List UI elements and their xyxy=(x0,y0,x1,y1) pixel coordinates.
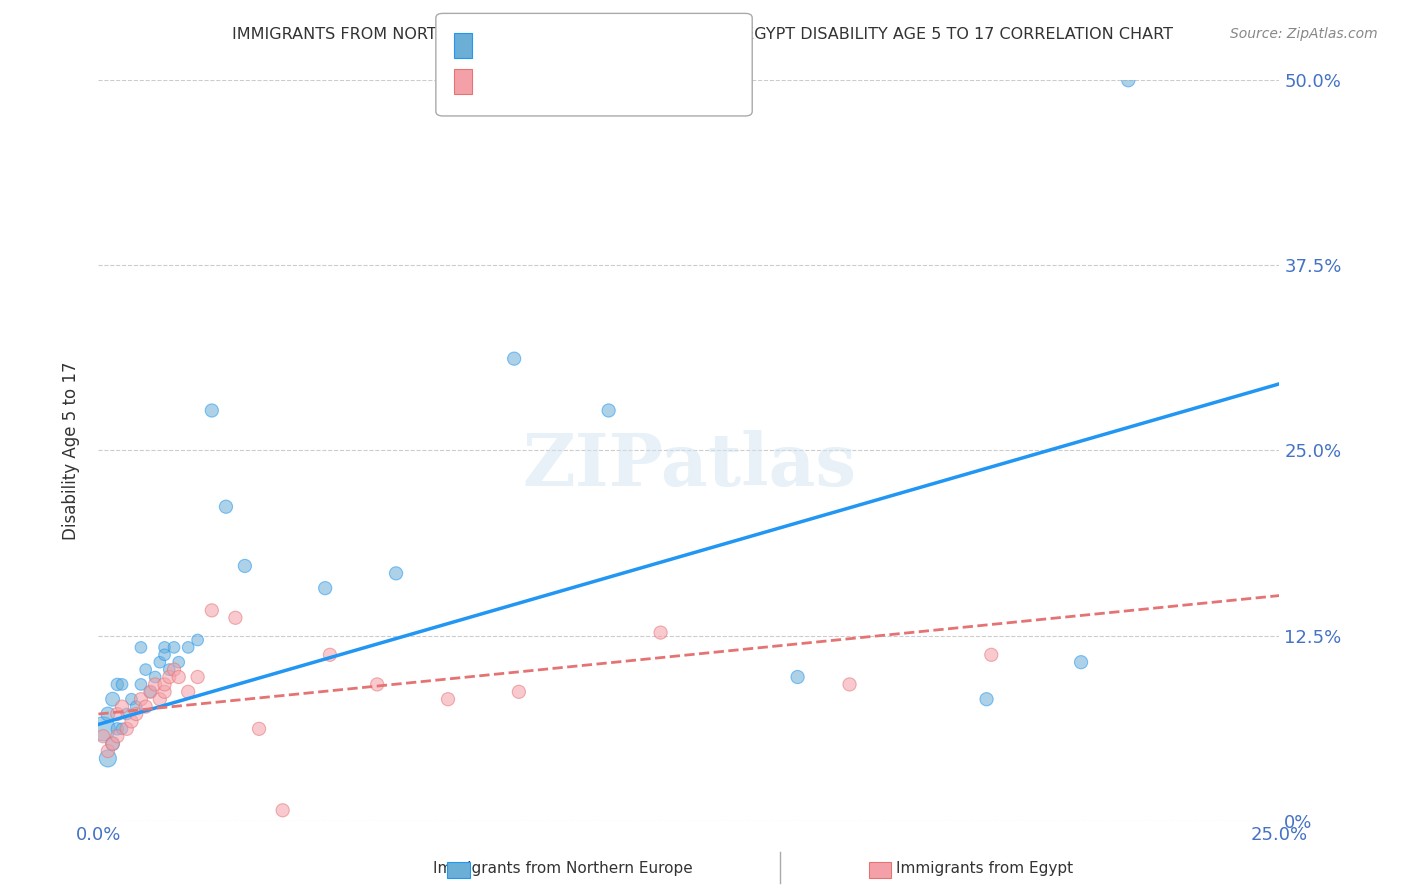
Point xyxy=(143,670,166,684)
Text: Source: ZipAtlas.com: Source: ZipAtlas.com xyxy=(1230,27,1378,41)
Point xyxy=(187,670,209,684)
Point xyxy=(157,670,180,684)
Point xyxy=(385,566,408,581)
Point xyxy=(129,677,152,691)
Point xyxy=(201,403,224,417)
Point xyxy=(153,640,176,655)
Point xyxy=(111,699,134,714)
Point xyxy=(650,625,672,640)
Point xyxy=(115,706,138,721)
Point xyxy=(177,640,200,655)
Point xyxy=(97,706,120,721)
Point xyxy=(271,803,294,817)
Point xyxy=(976,692,998,706)
Point xyxy=(247,722,270,736)
Point xyxy=(437,692,460,706)
Point xyxy=(129,640,152,655)
Point xyxy=(503,351,526,366)
Point xyxy=(149,692,172,706)
Point xyxy=(598,403,620,417)
Point xyxy=(167,655,190,669)
Y-axis label: Disability Age 5 to 17: Disability Age 5 to 17 xyxy=(62,361,80,540)
Point xyxy=(97,751,120,765)
Point xyxy=(135,699,157,714)
Point xyxy=(314,581,336,595)
Point xyxy=(153,685,176,699)
Point xyxy=(153,648,176,662)
Text: Immigrants from Egypt: Immigrants from Egypt xyxy=(896,862,1073,876)
Point xyxy=(111,677,134,691)
Point xyxy=(838,677,860,691)
Point xyxy=(121,692,143,706)
Point xyxy=(980,648,1002,662)
Point xyxy=(215,500,238,514)
Text: ZIPatlas: ZIPatlas xyxy=(522,430,856,500)
Point xyxy=(1070,655,1092,669)
Point xyxy=(115,722,138,736)
Point xyxy=(167,670,190,684)
Point xyxy=(105,677,128,691)
Point xyxy=(143,677,166,691)
Point xyxy=(224,611,246,625)
Point xyxy=(1116,73,1139,87)
Point xyxy=(319,648,342,662)
Point xyxy=(139,685,162,699)
Point xyxy=(139,685,162,699)
Point xyxy=(786,670,808,684)
Text: IMMIGRANTS FROM NORTHERN EUROPE VS IMMIGRANTS FROM EGYPT DISABILITY AGE 5 TO 17 : IMMIGRANTS FROM NORTHERN EUROPE VS IMMIG… xyxy=(232,27,1174,42)
Point xyxy=(201,603,224,617)
Text: R = 0.397   N = 32: R = 0.397 N = 32 xyxy=(479,72,637,90)
Point xyxy=(105,706,128,721)
Point xyxy=(129,692,152,706)
Point xyxy=(101,692,124,706)
Point xyxy=(125,699,148,714)
Point xyxy=(91,729,114,743)
Point xyxy=(111,722,134,736)
Point xyxy=(121,714,143,729)
Point xyxy=(366,677,388,691)
Point xyxy=(135,663,157,677)
Point xyxy=(101,737,124,751)
Text: Immigrants from Northern Europe: Immigrants from Northern Europe xyxy=(433,862,692,876)
Point xyxy=(105,722,128,736)
Point xyxy=(163,640,186,655)
Point xyxy=(91,722,114,736)
Point xyxy=(97,744,120,758)
Point xyxy=(508,685,530,699)
Point xyxy=(163,663,186,677)
Point xyxy=(101,737,124,751)
Point xyxy=(125,706,148,721)
Point xyxy=(149,655,172,669)
Point xyxy=(157,663,180,677)
Point xyxy=(153,677,176,691)
Text: R = 0.482   N = 36: R = 0.482 N = 36 xyxy=(479,37,637,54)
Point xyxy=(105,729,128,743)
Point xyxy=(187,632,209,647)
Point xyxy=(233,558,256,573)
Point xyxy=(177,685,200,699)
